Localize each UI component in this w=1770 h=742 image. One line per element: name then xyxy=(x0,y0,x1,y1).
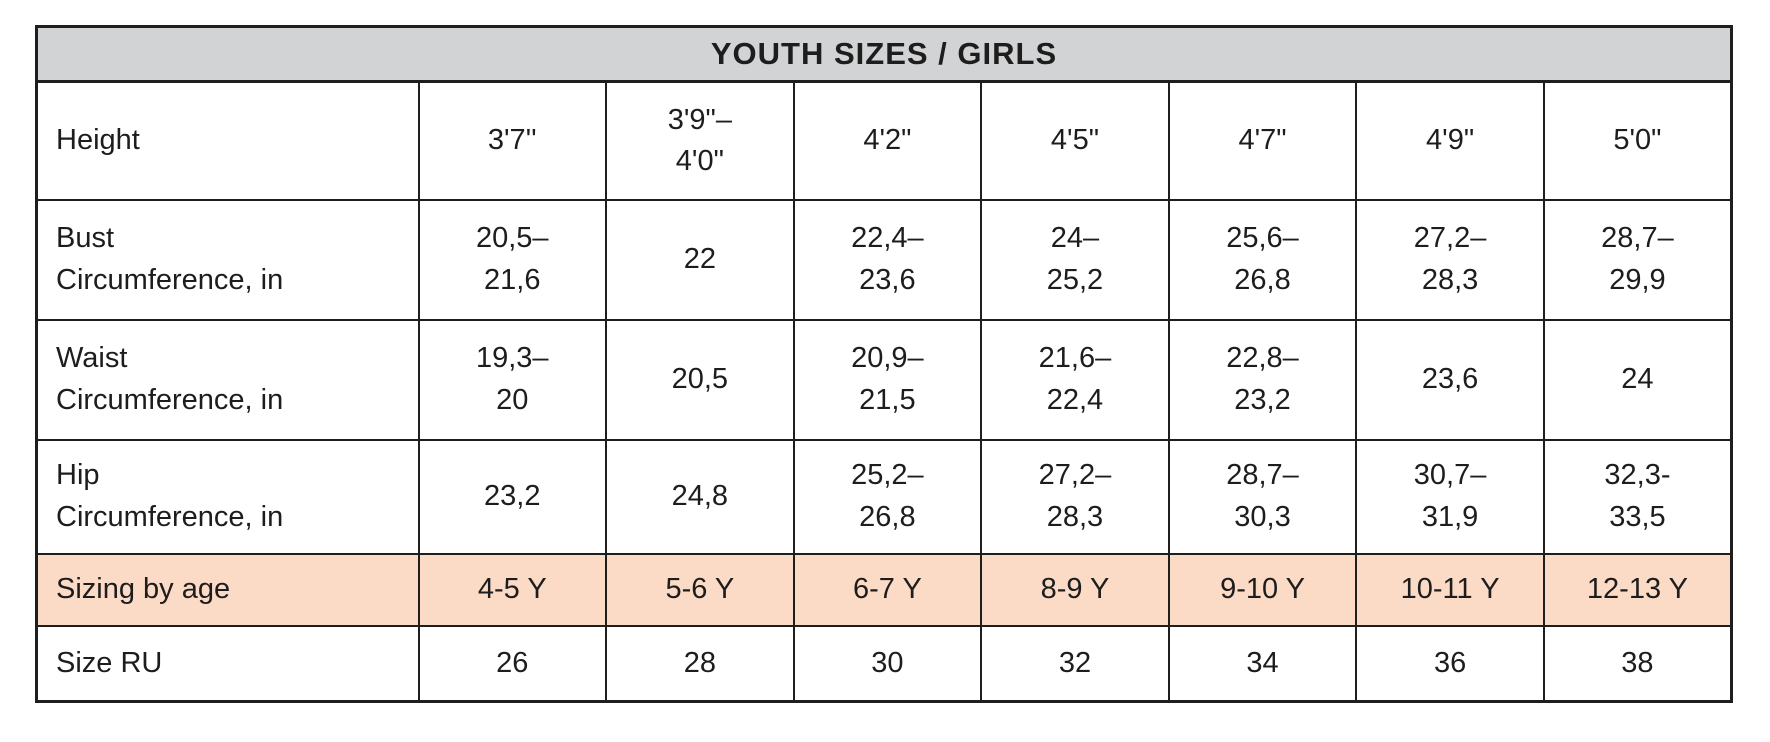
table-title-row: YOUTH SIZES / GIRLS xyxy=(35,25,1733,83)
table-cell: 28,7– 30,3 xyxy=(1167,438,1358,555)
table-cell: 26 xyxy=(417,624,608,703)
table-cell: 32 xyxy=(980,624,1170,703)
table-row-hip: Hip Circumference, in 23,2 24,8 25,2– 26… xyxy=(35,438,1733,555)
table-cell: 5'0" xyxy=(1542,80,1733,201)
table-cell: 4'9" xyxy=(1355,80,1545,201)
table-title: YOUTH SIZES / GIRLS xyxy=(35,25,1733,83)
row-label-bust: Bust Circumference, in xyxy=(35,198,420,321)
row-label-height: Height xyxy=(35,80,420,201)
table-cell: 8-9 Y xyxy=(980,552,1170,627)
table-cell: 23,6 xyxy=(1355,318,1545,441)
table-cell: 10-11 Y xyxy=(1355,552,1545,627)
table-cell: 23,2 xyxy=(417,438,608,555)
table-cell: 6-7 Y xyxy=(792,552,983,627)
table-cell: 36 xyxy=(1355,624,1545,703)
table-cell: 9-10 Y xyxy=(1167,552,1358,627)
table-cell: 28,7– 29,9 xyxy=(1542,198,1733,321)
youth-girls-size-table: YOUTH SIZES / GIRLS Height 3'7'' 3'9"– 4… xyxy=(35,25,1733,703)
table-row-size-ru: Size RU 26 28 30 32 34 36 38 xyxy=(35,624,1733,703)
table-cell: 25,6– 26,8 xyxy=(1167,198,1358,321)
table-cell: 20,9– 21,5 xyxy=(792,318,983,441)
table-cell: 4'7" xyxy=(1167,80,1358,201)
table-cell: 30,7– 31,9 xyxy=(1355,438,1545,555)
table-cell: 22 xyxy=(605,198,795,321)
table-cell: 32,3- 33,5 xyxy=(1542,438,1733,555)
table-cell: 24 xyxy=(1542,318,1733,441)
table-cell: 20,5 xyxy=(605,318,795,441)
table-row-sizing-by-age: Sizing by age 4-5 Y 5-6 Y 6-7 Y 8-9 Y 9-… xyxy=(35,552,1733,627)
table-row-waist: Waist Circumference, in 19,3– 20 20,5 20… xyxy=(35,318,1733,441)
table-cell: 4'2" xyxy=(792,80,983,201)
table-cell: 20,5– 21,6 xyxy=(417,198,608,321)
table-cell: 21,6– 22,4 xyxy=(980,318,1170,441)
table-cell: 22,8– 23,2 xyxy=(1167,318,1358,441)
table-cell: 27,2– 28,3 xyxy=(1355,198,1545,321)
table-cell: 27,2– 28,3 xyxy=(980,438,1170,555)
table-cell: 28 xyxy=(605,624,795,703)
table-row-bust: Bust Circumference, in 20,5– 21,6 22 22,… xyxy=(35,198,1733,321)
table-cell: 5-6 Y xyxy=(605,552,795,627)
table-cell: 19,3– 20 xyxy=(417,318,608,441)
row-label-sizing-by-age: Sizing by age xyxy=(35,552,420,627)
table-cell: 24– 25,2 xyxy=(980,198,1170,321)
table-cell: 4'5" xyxy=(980,80,1170,201)
row-label-hip: Hip Circumference, in xyxy=(35,438,420,555)
table-cell: 38 xyxy=(1542,624,1733,703)
table-cell: 4-5 Y xyxy=(417,552,608,627)
table-cell: 22,4– 23,6 xyxy=(792,198,983,321)
table-cell: 3'7'' xyxy=(417,80,608,201)
table-cell: 24,8 xyxy=(605,438,795,555)
table-cell: 34 xyxy=(1167,624,1358,703)
table-cell: 30 xyxy=(792,624,983,703)
table-row-height: Height 3'7'' 3'9"– 4'0" 4'2" 4'5" 4'7" 4… xyxy=(35,80,1733,201)
table-cell: 12-13 Y xyxy=(1542,552,1733,627)
row-label-waist: Waist Circumference, in xyxy=(35,318,420,441)
table-cell: 25,2– 26,8 xyxy=(792,438,983,555)
row-label-size-ru: Size RU xyxy=(35,624,420,703)
table-cell: 3'9"– 4'0" xyxy=(605,80,795,201)
